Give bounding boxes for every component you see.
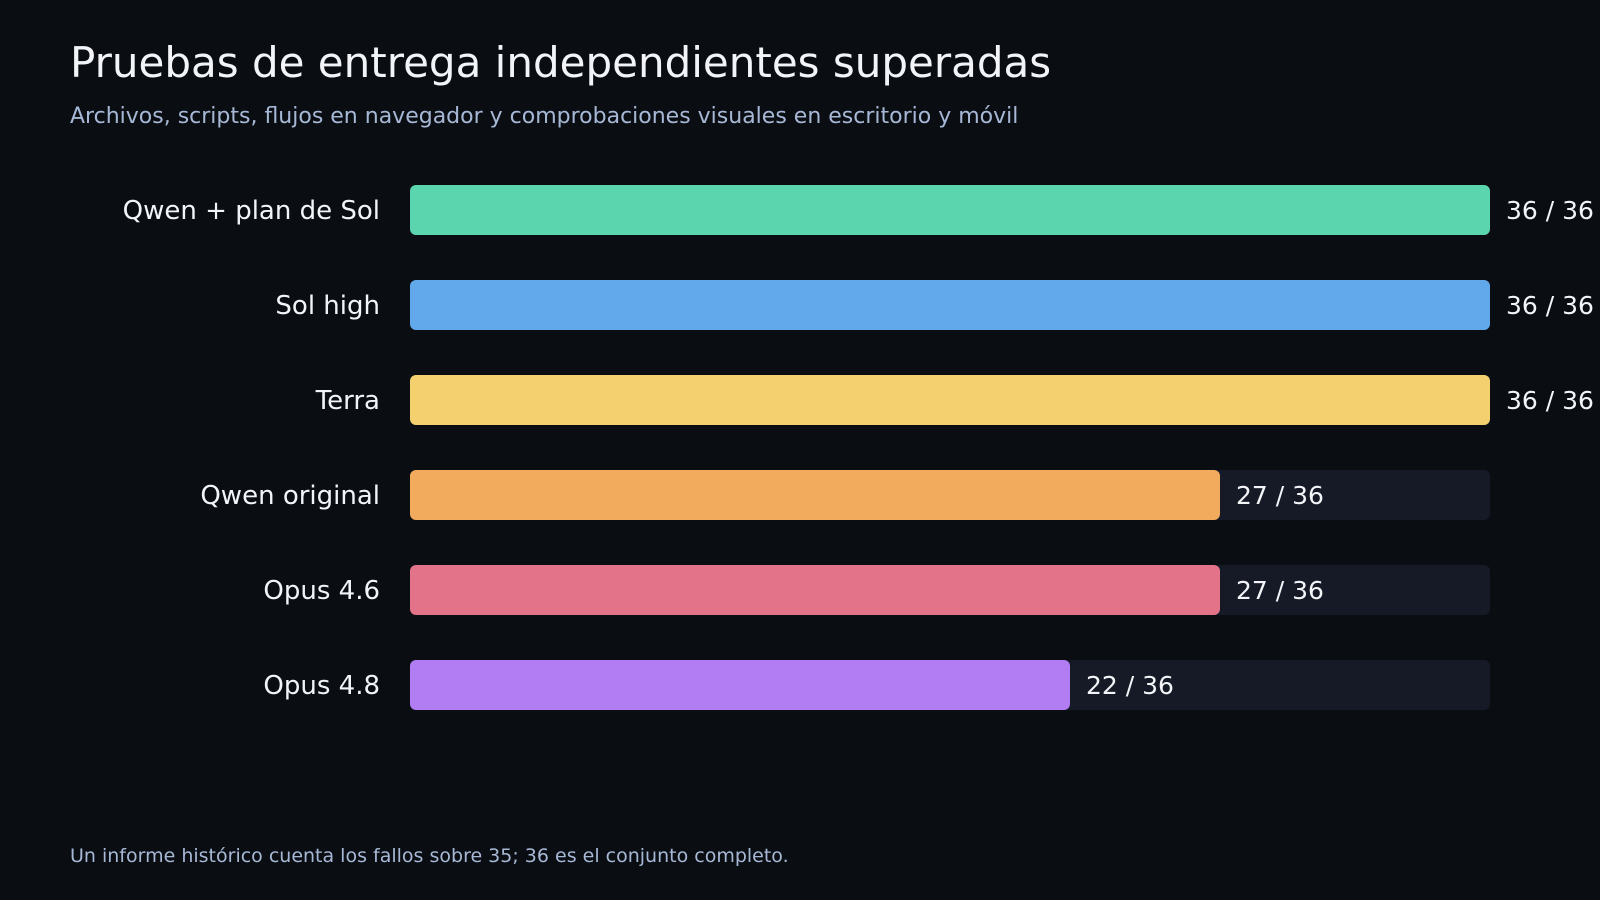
bar-row: Terra 36 / 36 [315,375,1594,425]
bar-row: Sol high 36 / 36 [275,280,1594,330]
bar [410,660,1070,710]
value-label: 27 / 36 [1236,576,1324,605]
bar-row: Qwen + plan de Sol 36 / 36 [123,185,1594,235]
bar-row: Qwen original 27 / 36 [200,470,1490,520]
category-label: Sol high [275,291,380,321]
bar [410,565,1220,615]
value-label: 36 / 36 [1506,196,1594,225]
category-label: Terra [315,386,380,416]
bar-row: Opus 4.8 22 / 36 [263,660,1490,710]
page-subtitle: Archivos, scripts, flujos en navegador y… [70,104,1019,129]
page-title: Pruebas de entrega independientes supera… [70,38,1052,87]
value-label: 22 / 36 [1086,671,1174,700]
category-label: Qwen original [200,481,380,511]
bar-row: Opus 4.6 27 / 36 [263,565,1490,615]
category-label: Qwen + plan de Sol [123,196,380,226]
value-label: 27 / 36 [1236,481,1324,510]
bar [410,470,1220,520]
bar [410,185,1490,235]
category-label: Opus 4.8 [263,671,380,701]
value-label: 36 / 36 [1506,291,1594,320]
bar [410,375,1490,425]
bar [410,280,1490,330]
footnote: Un informe histórico cuenta los fallos s… [70,845,789,867]
value-label: 36 / 36 [1506,386,1594,415]
category-label: Opus 4.6 [263,576,380,606]
